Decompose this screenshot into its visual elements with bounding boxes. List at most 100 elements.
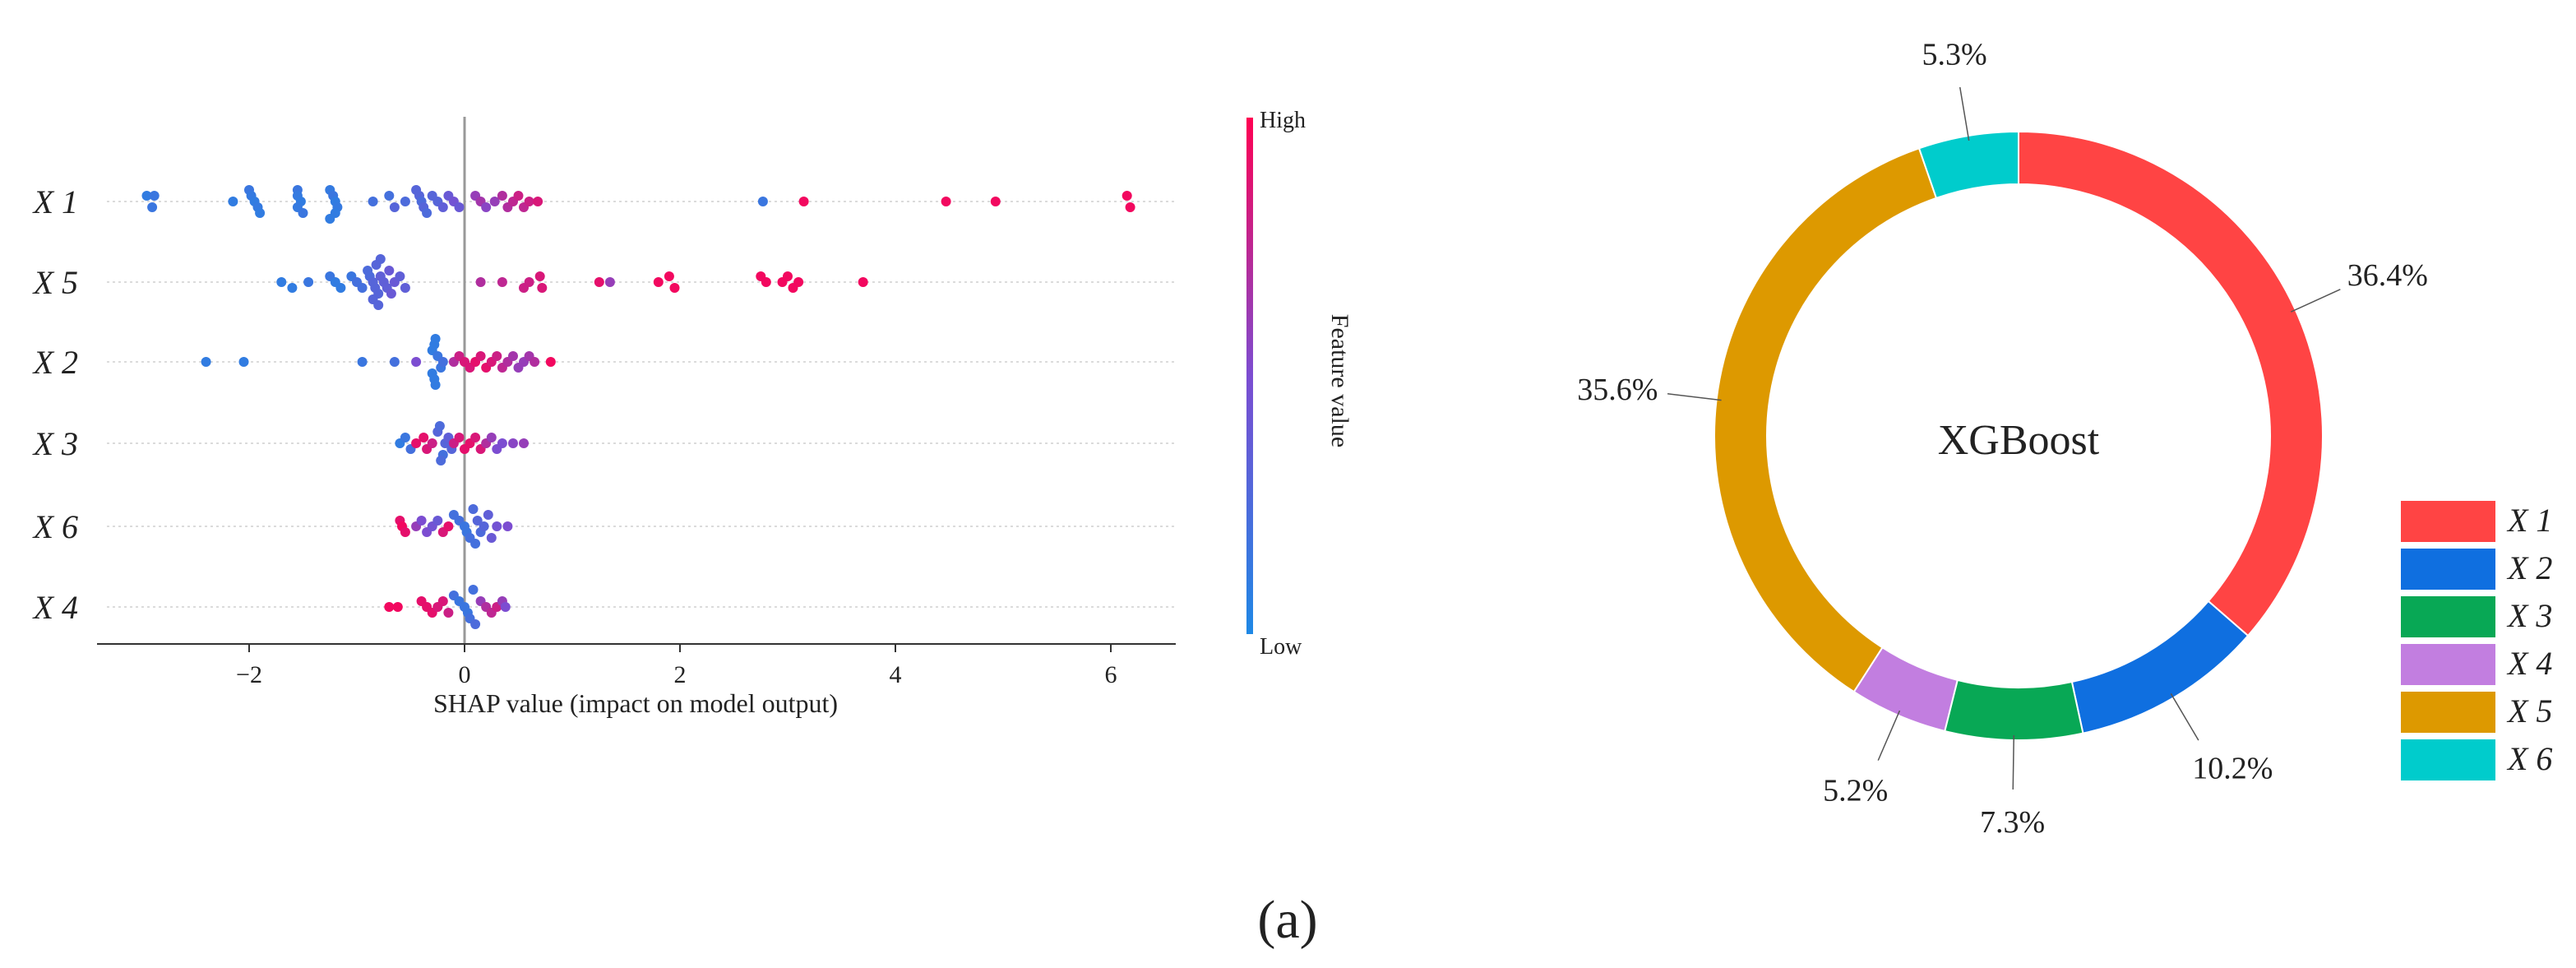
shap-points	[141, 185, 1135, 629]
shap-point	[416, 516, 427, 526]
leader-line	[2290, 289, 2341, 313]
shap-point	[500, 602, 511, 612]
shap-point	[228, 197, 238, 206]
x-axis-label: SHAP value (impact on model output)	[433, 688, 838, 718]
shap-point	[533, 197, 543, 206]
shap-point	[508, 438, 518, 448]
shap-point	[400, 283, 410, 293]
shap-point	[430, 334, 441, 344]
shap-point	[502, 521, 513, 531]
leader-line	[1877, 710, 1901, 761]
shap-point	[255, 208, 266, 218]
legend-swatch	[2401, 739, 2495, 780]
shap-point	[1125, 202, 1135, 212]
shap-point	[437, 357, 448, 367]
x-tick-label: 4	[890, 661, 902, 688]
legend-label: X 2	[2506, 549, 2552, 586]
shap-point	[287, 283, 298, 293]
feature-label: X 4	[32, 589, 78, 626]
shap-point	[303, 277, 314, 287]
shap-point	[481, 202, 492, 212]
shap-point	[392, 602, 403, 612]
shap-point	[386, 289, 396, 299]
donut-value-label: 10.2%	[2192, 752, 2273, 786]
x-ticks: −2 0 2 4 6	[236, 644, 1117, 688]
shap-point	[436, 456, 446, 465]
shap-point	[858, 277, 868, 287]
shap-point	[443, 608, 454, 618]
shap-point	[508, 351, 518, 361]
shap-point	[422, 208, 432, 218]
shap-point	[298, 208, 308, 218]
colorbar-title: Feature value	[1326, 314, 1353, 447]
shap-point	[395, 271, 405, 281]
legend-label: X 4	[2506, 645, 2552, 682]
shap-point	[368, 197, 378, 206]
shap-point	[604, 277, 615, 287]
shap-point	[941, 197, 951, 206]
shap-point	[486, 533, 497, 543]
legend-label: X 5	[2506, 692, 2552, 729]
legend-swatch	[2401, 692, 2495, 733]
shap-beeswarm-chart: X 1 X 5 X 2 X 3 X 6 X 4 −2 0 2 4 6 SHAP value (im…	[32, 108, 1353, 718]
donut-labels: 36.4% 10.2% 7.3% 5.2% 35.6% 5.3%	[1577, 38, 2428, 840]
shap-point	[443, 521, 454, 531]
shap-point	[475, 277, 486, 287]
shap-point	[497, 277, 507, 287]
shap-point	[497, 438, 507, 448]
shap-point	[513, 191, 524, 201]
shap-point	[276, 277, 287, 287]
colorbar-low-label: Low	[1260, 634, 1302, 660]
donut-value-label: 35.6%	[1577, 373, 1658, 407]
shap-point	[524, 197, 534, 206]
leader-line	[2012, 734, 2015, 790]
feature-label: X 1	[32, 183, 78, 220]
donut-slice	[1917, 130, 2019, 200]
shap-point	[537, 283, 548, 293]
shap-point	[432, 516, 443, 526]
shap-point	[468, 504, 479, 514]
feature-label: X 5	[32, 264, 78, 301]
shap-point	[335, 283, 346, 293]
shap-point	[357, 283, 368, 293]
donut-value-label: 5.2%	[1823, 773, 1888, 808]
feature-label: X 6	[32, 508, 78, 545]
shap-point	[454, 433, 465, 442]
shap-point	[497, 191, 507, 201]
shap-point	[470, 539, 481, 549]
shap-point	[545, 357, 556, 367]
feature-label: X 2	[32, 344, 78, 381]
legend: X 1 X 2 X 3 X 4 X 5 X 6	[2401, 501, 2552, 780]
donut-slice	[2018, 130, 2324, 637]
legend-label: X 3	[2506, 597, 2552, 634]
shap-point	[492, 521, 502, 531]
leader-line	[1667, 393, 1722, 401]
donut-slice	[1944, 679, 2084, 741]
donut-value-label: 36.4%	[2347, 258, 2428, 293]
shap-point	[990, 197, 1001, 206]
leader-line	[2170, 692, 2199, 741]
shap-point	[400, 527, 410, 537]
shap-point	[757, 197, 768, 206]
shap-point	[384, 602, 395, 612]
shap-point	[524, 277, 534, 287]
x-tick-label: 0	[459, 661, 471, 688]
shap-point	[534, 271, 545, 281]
legend-swatch	[2401, 596, 2495, 637]
shap-point	[483, 510, 493, 520]
shap-point	[470, 433, 481, 442]
shap-point	[325, 214, 335, 224]
legend-label: X 6	[2506, 740, 2552, 777]
shap-point	[149, 191, 160, 201]
shap-point	[594, 277, 604, 287]
shap-point	[201, 357, 211, 367]
shap-point	[238, 357, 249, 367]
shap-point	[468, 585, 479, 595]
shap-point	[375, 254, 386, 264]
feature-gridlines	[107, 201, 1176, 608]
shap-point	[472, 516, 483, 526]
shap-point	[437, 202, 448, 212]
shap-point	[669, 283, 680, 293]
colorbar	[1246, 118, 1253, 634]
